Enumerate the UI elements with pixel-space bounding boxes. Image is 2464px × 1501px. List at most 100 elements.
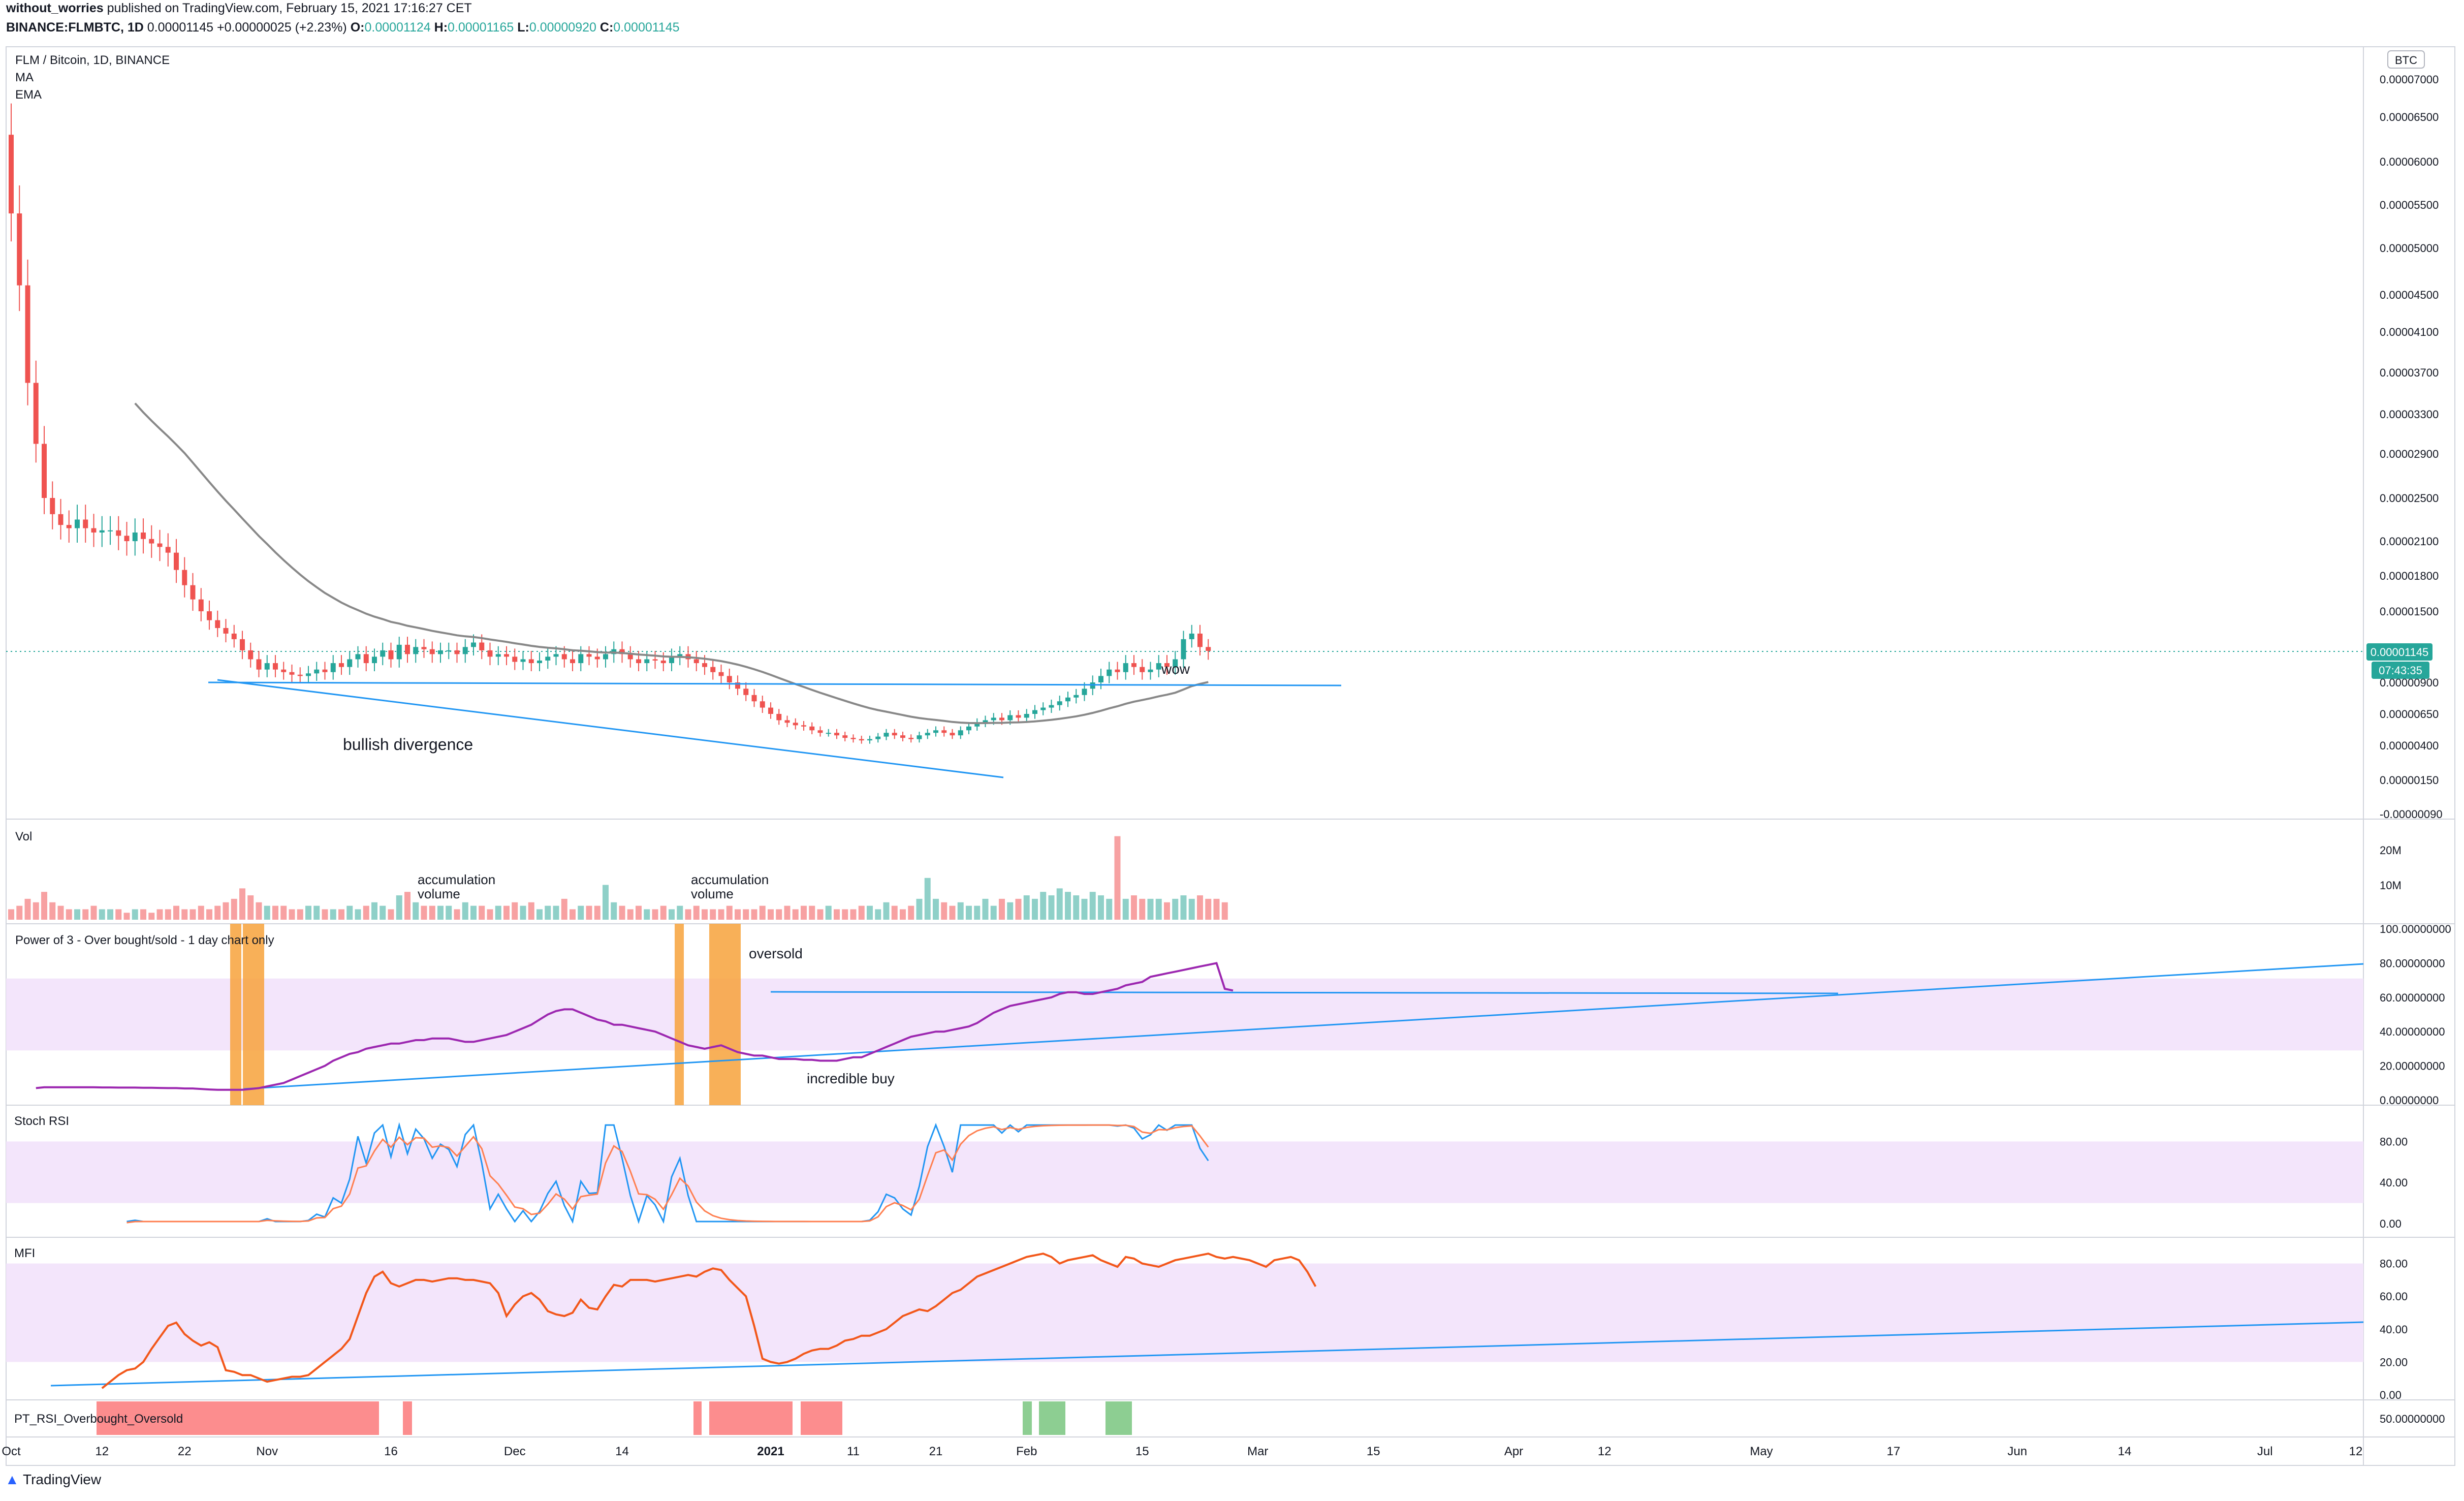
- currency-badge-text: BTC: [2395, 54, 2417, 67]
- volume-bar: [1164, 902, 1170, 920]
- publish-line: without_worries published on TradingView…: [6, 1, 472, 16]
- candle-body: [1090, 682, 1095, 689]
- candle-body: [1181, 639, 1186, 660]
- power3-tick-label: 20.00000000: [2380, 1060, 2445, 1073]
- volume-bar: [570, 909, 576, 920]
- mfi-band: [6, 1263, 2363, 1362]
- candle-body: [1082, 689, 1087, 695]
- volume-bar: [660, 905, 667, 920]
- candle-body: [784, 720, 790, 723]
- open-value: 0.00001124: [364, 20, 431, 35]
- candle-body: [619, 649, 625, 654]
- incredible-buy-label: incredible buy: [807, 1071, 895, 1086]
- volume-bar: [413, 902, 419, 920]
- low-value: 0.00000920: [529, 20, 596, 35]
- wow-label: wow: [1161, 661, 1190, 677]
- volume-bar: [611, 902, 617, 920]
- volume-bar: [1089, 892, 1096, 920]
- volume-bar: [99, 909, 105, 920]
- volume-bar: [842, 909, 848, 920]
- candle-body: [165, 547, 171, 553]
- oversold-highlight: [243, 924, 254, 1105]
- mfi-tick-label: 80.00: [2380, 1258, 2408, 1270]
- stoch-tick-label: 0.00: [2380, 1217, 2402, 1230]
- volume-bar: [825, 905, 832, 920]
- volume-bar: [594, 905, 601, 920]
- volume-bar: [916, 898, 923, 920]
- power3-tick-label: 40.00000000: [2380, 1025, 2445, 1038]
- chart-frame: [6, 46, 2455, 1466]
- volume-bar: [735, 909, 741, 920]
- volume-bar: [24, 898, 31, 920]
- volume-bar: [1056, 888, 1063, 920]
- chart-legend-title: FLM / Bitcoin, 1D, BINANCE: [15, 53, 170, 67]
- candle-body: [908, 738, 914, 739]
- candle-body: [917, 735, 922, 739]
- close-value: 0.00001145: [613, 20, 680, 35]
- close-label: C:: [599, 20, 614, 35]
- candle-body: [768, 707, 773, 714]
- volume-bar: [809, 905, 815, 920]
- candle-body: [256, 659, 262, 670]
- volume-bar: [677, 905, 683, 920]
- published-text: published on TradingView.com, February 1…: [107, 1, 472, 15]
- candle-body: [355, 654, 361, 660]
- power3-tick-label: 60.00000000: [2380, 991, 2445, 1004]
- power3-title: Power of 3 - Over bought/sold - 1 day ch…: [15, 933, 274, 947]
- volume-bar: [627, 909, 634, 920]
- candle-body: [141, 533, 146, 539]
- candle-body: [1073, 695, 1079, 698]
- x-axis-tick-label: 12: [1598, 1445, 1612, 1458]
- candle-body: [322, 669, 328, 672]
- volume-title: Vol: [15, 830, 32, 843]
- volume-bar: [330, 909, 336, 920]
- candle-body: [586, 654, 592, 657]
- x-axis-tick-label: Dec: [504, 1445, 526, 1458]
- tradingview-logo-text: TradingView: [23, 1472, 102, 1487]
- x-axis-tick-label: Feb: [1016, 1445, 1037, 1458]
- volume-bar: [908, 905, 914, 920]
- volume-bar: [784, 905, 791, 920]
- candle-body: [438, 650, 443, 654]
- candle-body: [25, 285, 30, 383]
- accumulation-volume-label: accumulation: [418, 872, 495, 887]
- candle-body: [66, 525, 72, 528]
- candle-body: [198, 599, 204, 611]
- candle-body: [297, 674, 303, 676]
- candle-body: [867, 739, 872, 741]
- author[interactable]: without_worries: [6, 1, 104, 15]
- volume-bar: [858, 905, 865, 920]
- candle-body: [718, 672, 724, 676]
- candle-body: [413, 647, 419, 654]
- candle-body: [330, 663, 336, 672]
- x-axis-tick-label: 11: [847, 1445, 860, 1458]
- volume-bar: [322, 909, 328, 920]
- candle-body: [124, 536, 130, 541]
- price-tick-label: 0.00007000: [2380, 73, 2439, 86]
- support-trendline: [208, 681, 1342, 686]
- pt-rsi-block: [709, 1401, 793, 1435]
- volume-bar: [74, 909, 80, 920]
- volume-bar: [867, 905, 873, 920]
- mfi-line: [101, 1253, 1317, 1389]
- candle-body: [223, 628, 229, 634]
- candle-body: [479, 642, 485, 650]
- candle-body: [347, 659, 353, 667]
- x-axis-tick-label: Oct: [2, 1445, 21, 1458]
- candle-body: [834, 733, 839, 736]
- candle-body: [421, 647, 427, 649]
- volume-bar: [990, 905, 997, 920]
- candle-body: [446, 650, 452, 651]
- tradingview-logo[interactable]: ▲ TradingView: [5, 1472, 101, 1488]
- volume-bar: [396, 895, 402, 920]
- power3-tick-label: 0.00000000: [2380, 1094, 2439, 1107]
- candle-body: [528, 659, 534, 664]
- legend-ema: EMA: [15, 88, 42, 102]
- volume-bar: [1131, 895, 1137, 920]
- volume-bar: [1098, 895, 1104, 920]
- symbol[interactable]: BINANCE:FLMBTC, 1D: [6, 20, 144, 35]
- volume-bar: [957, 902, 964, 920]
- power3-band: [6, 978, 2363, 1051]
- volume-bar: [256, 902, 262, 920]
